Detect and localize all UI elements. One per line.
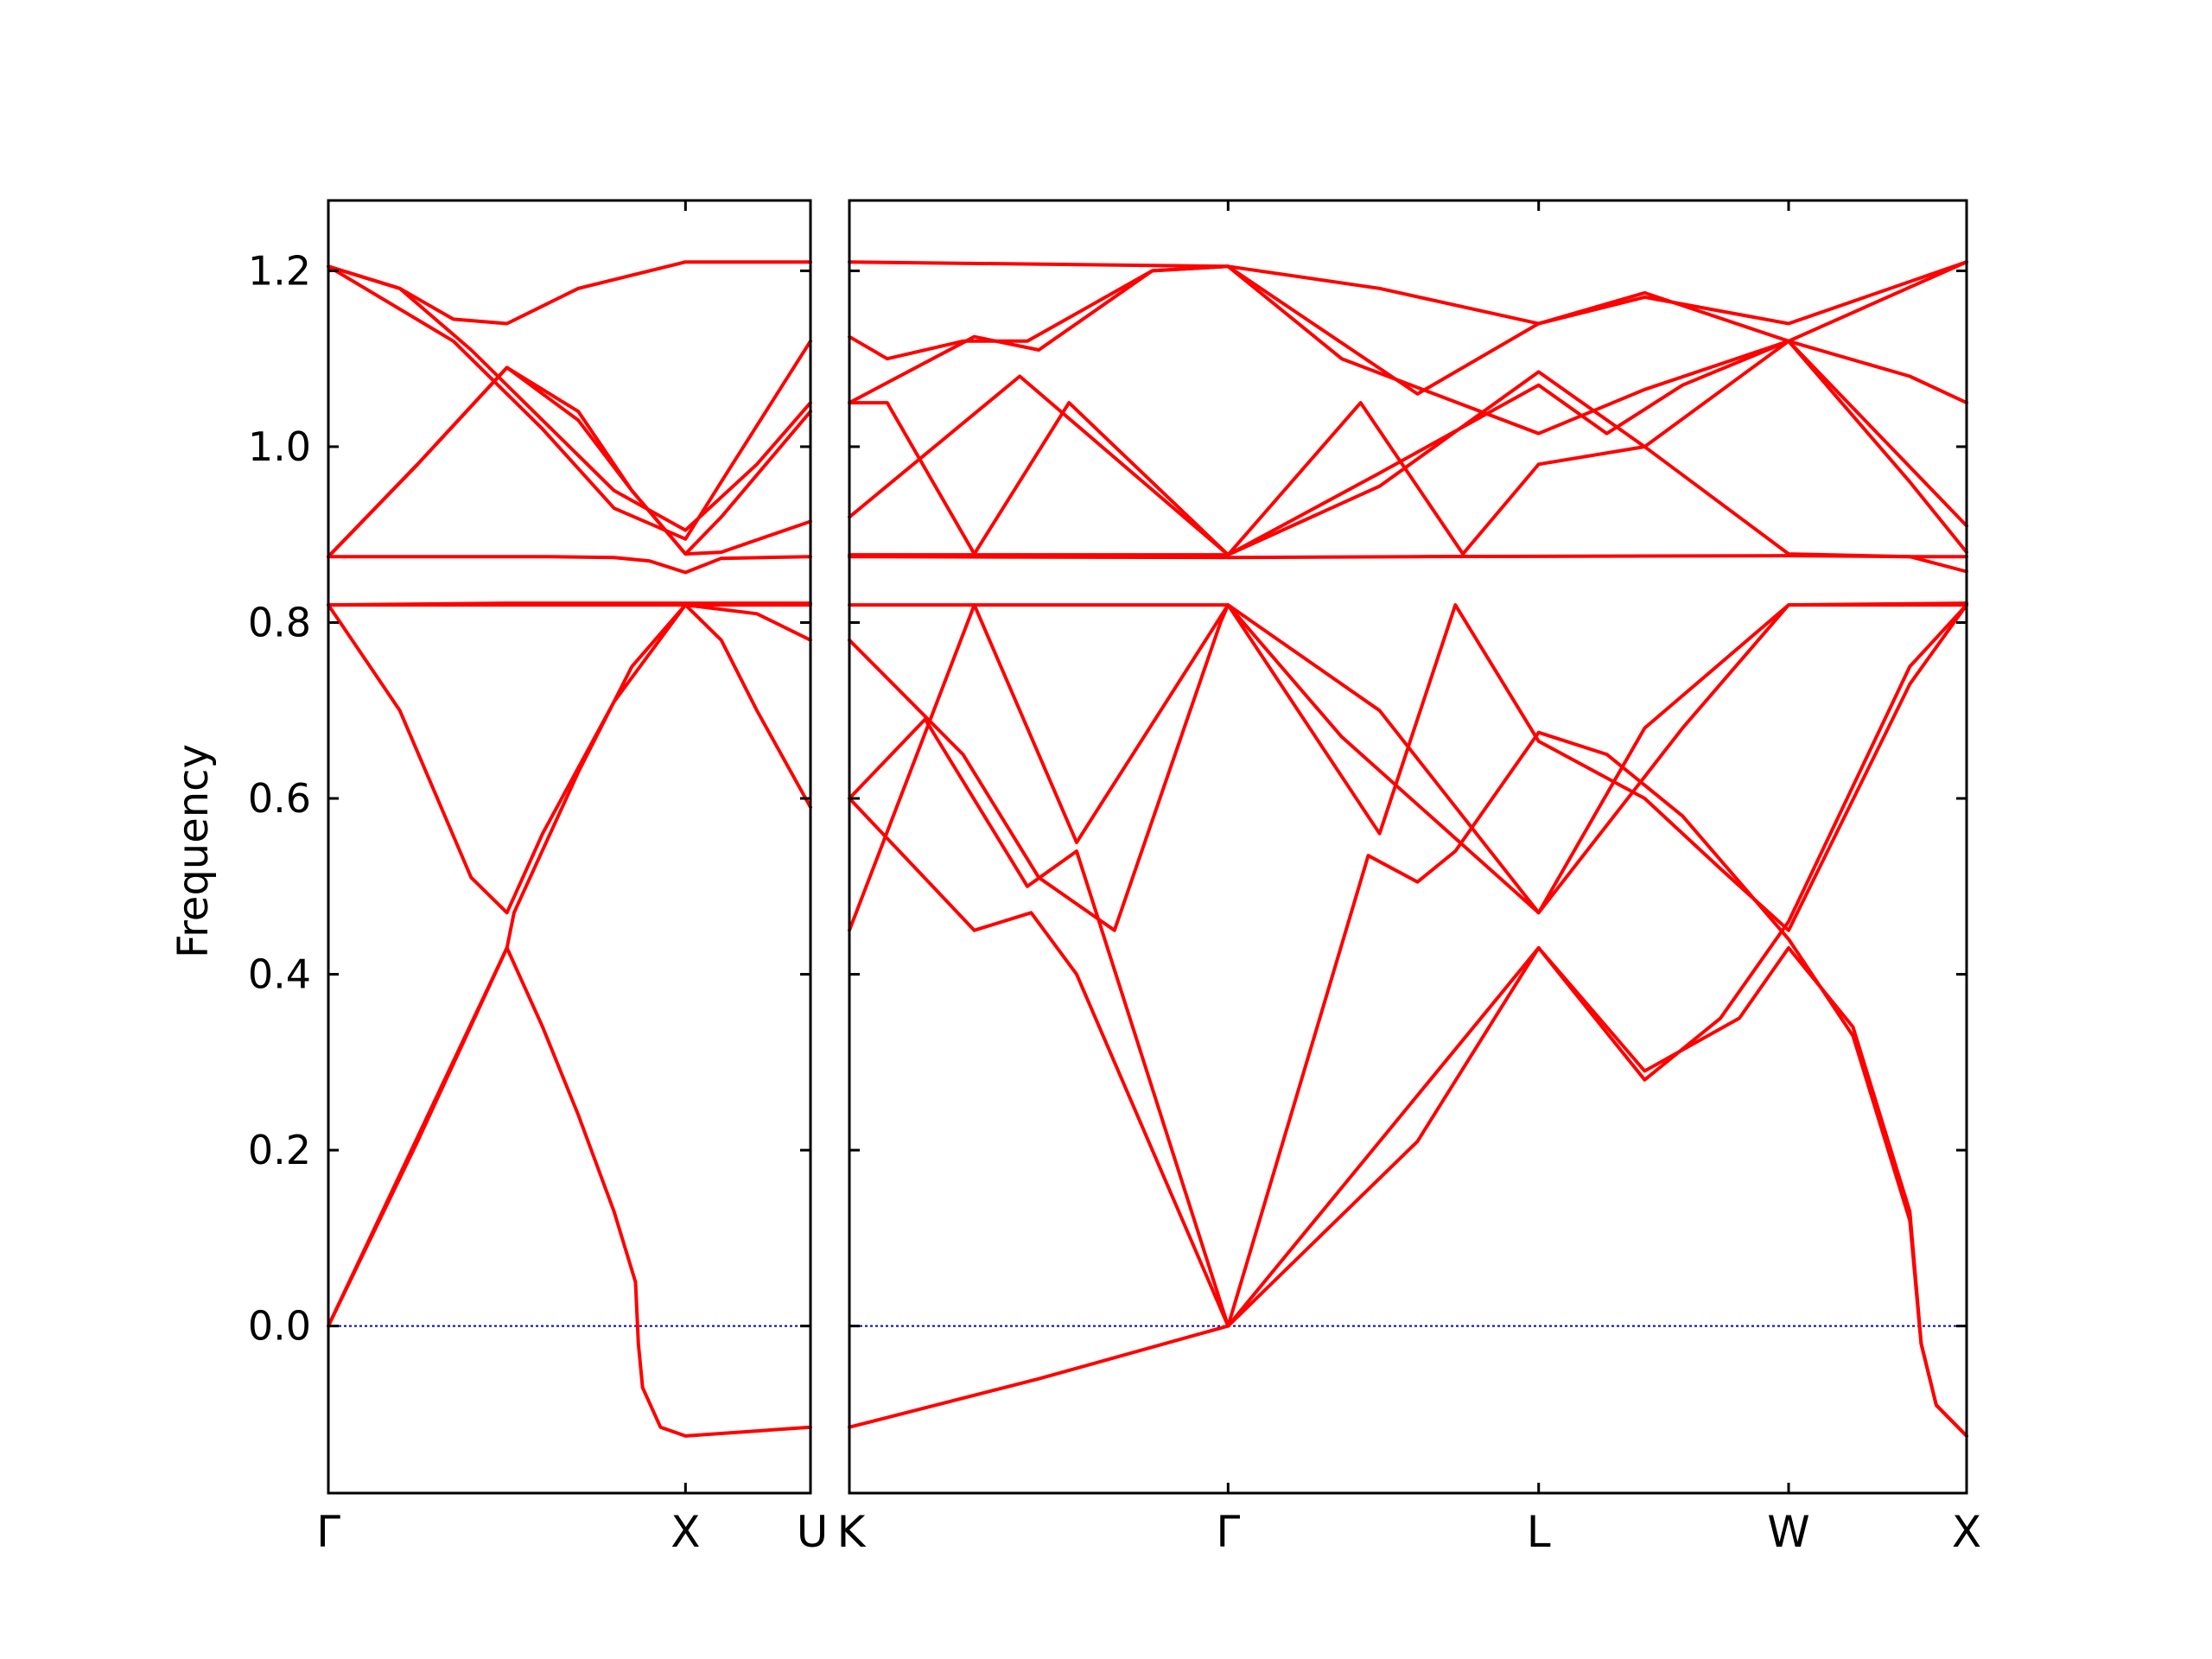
panel-gamma-x-u: Γ X U 0.0 0.2 0.4 0.6 0.8 1.0 1.2 [248,199,829,1557]
band-line-b6 [327,555,812,575]
band-line-b8 [327,365,812,559]
plot-frame [327,199,812,1495]
x-tick-label: Γ [316,1507,340,1557]
y-tick-label: 0.8 [248,599,311,645]
band-line-b10 [848,339,1968,557]
band-line-b11 [327,264,812,541]
band-line-b3 [848,717,1968,1438]
x-tick-label: U [797,1507,829,1557]
x-tick-label: Γ [1216,1507,1240,1557]
band-line-b9 [327,260,812,326]
band-line-b1 [848,946,1968,1438]
x-tick-label: W [1767,1507,1809,1557]
band-line-b5 [327,601,812,607]
y-tick-label: 1.0 [248,423,311,470]
band-line-b12 [848,260,1968,405]
band-line-b10 [327,264,812,532]
band-line-b3 [327,603,812,915]
band-line-b4 [327,603,812,642]
x-tick-label: L [1527,1507,1551,1557]
plot-frame [848,199,1968,1495]
x-tick-label: X [1952,1507,1981,1557]
y-tick-label: 0.6 [248,775,311,822]
band-line-b9 [848,339,1968,557]
y-tick-label: 0.4 [248,951,311,998]
band-line-b1 [327,946,812,1438]
band-line-b2 [848,603,1968,932]
band-line-b5 [848,603,1968,932]
band-line-b6 [848,601,1968,915]
band-line-b4 [848,603,1968,1328]
band-line-b7 [848,554,1968,560]
band-line-b11 [848,260,1968,435]
band-line-b13 [848,260,1968,405]
band-line-b8 [848,370,1968,574]
x-tick-label: K [837,1507,867,1557]
band-line-b7 [327,365,812,559]
x-tick-label: X [671,1507,700,1557]
y-tick-label: 0.0 [248,1303,311,1350]
y-axis-label: Frequency [169,744,218,958]
y-tick-label: 0.2 [248,1127,311,1173]
y-tick-label: 1.2 [248,247,311,294]
